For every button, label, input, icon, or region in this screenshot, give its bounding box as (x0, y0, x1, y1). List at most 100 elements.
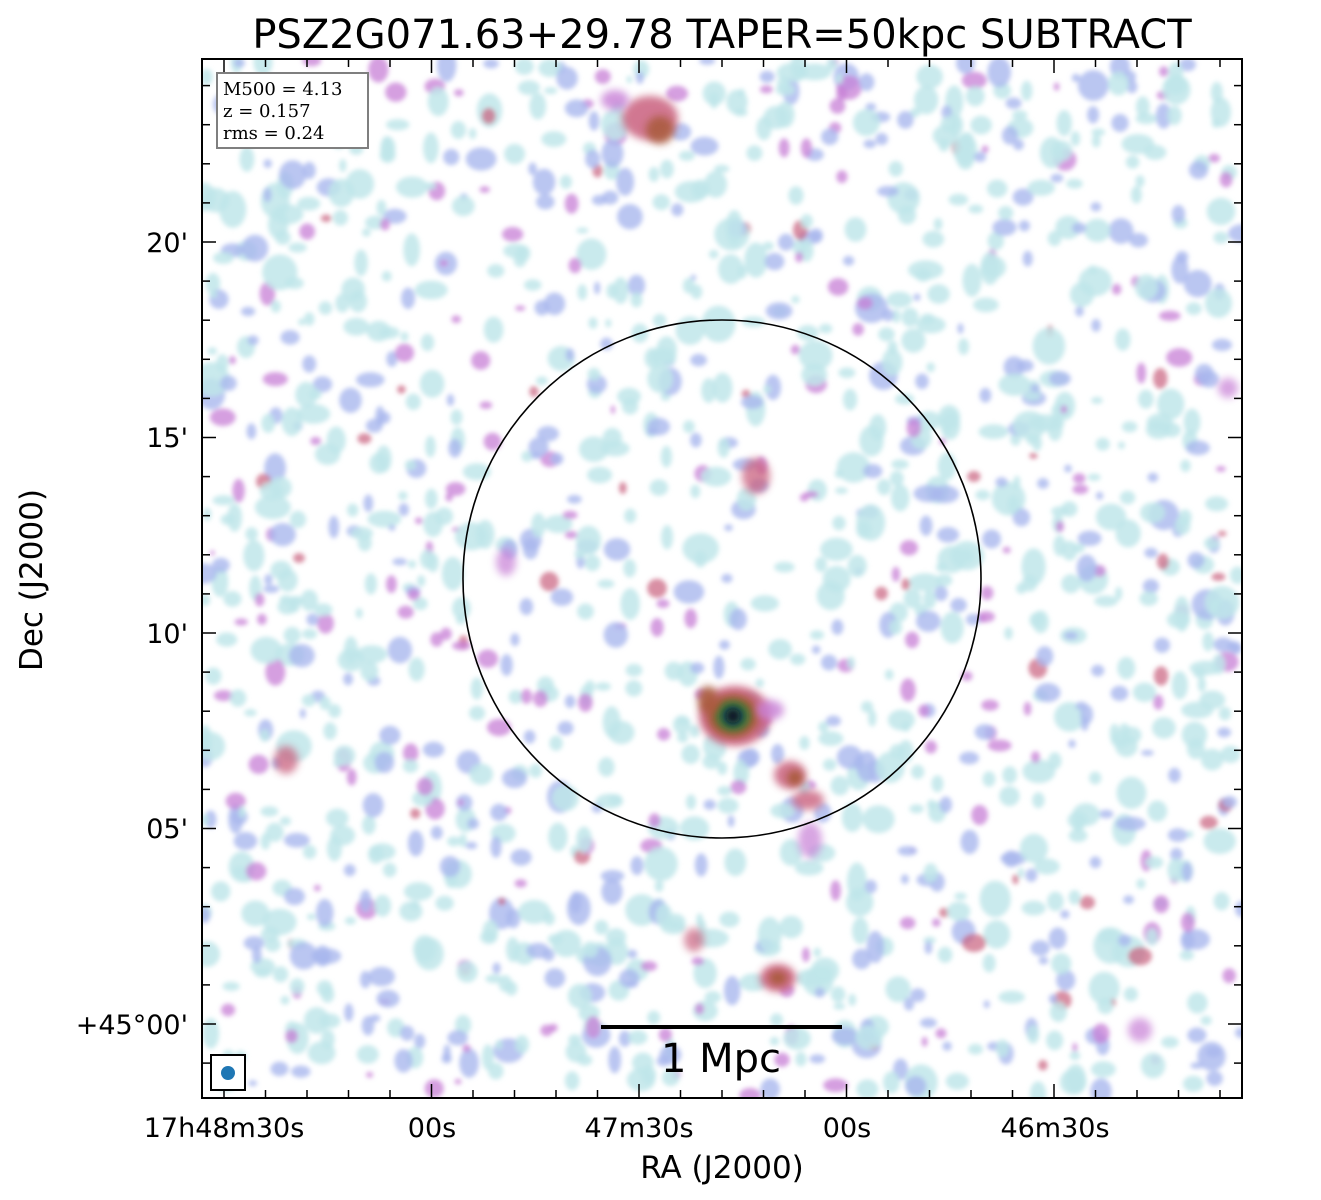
noise-blob (733, 759, 750, 786)
noise-blob (813, 802, 832, 823)
noise-blob (333, 757, 343, 768)
noise-blob (838, 367, 856, 379)
noise-blob (910, 764, 925, 780)
noise-blob (289, 978, 305, 995)
noise-blob (1089, 856, 1102, 869)
noise-blob (790, 344, 801, 355)
noise-blob (575, 525, 602, 555)
noise-blob (739, 1087, 761, 1098)
noise-blob (857, 296, 873, 310)
noise-blob (1153, 666, 1169, 686)
noise-blob (1179, 950, 1195, 961)
noise-blob (564, 694, 576, 709)
noise-blob (241, 234, 269, 262)
noise-blob (437, 59, 457, 82)
noise-blob (419, 369, 445, 398)
noise-blob (950, 541, 985, 571)
noise-blob (540, 1024, 553, 1037)
noise-blob (584, 680, 596, 694)
noise-blob (318, 301, 333, 315)
emission-sources (274, 90, 1238, 1042)
source-blob (742, 458, 770, 494)
noise-blob (1168, 767, 1181, 783)
noise-blob (1049, 1002, 1067, 1022)
noise-blob (1095, 437, 1110, 451)
noise-blob (288, 644, 315, 668)
noise-blob (600, 870, 625, 883)
noise-blob (289, 510, 307, 529)
noise-blob (367, 510, 402, 528)
noise-blob (717, 797, 739, 814)
noise-blob (998, 373, 1031, 396)
noise-blob (544, 515, 573, 533)
noise-blob (445, 482, 466, 496)
noise-blob (564, 1071, 580, 1091)
noise-blob (759, 70, 775, 83)
noise-blob (1205, 496, 1229, 512)
source-blob (646, 116, 674, 144)
noise-blob (1002, 546, 1011, 554)
noise-blob (800, 138, 813, 158)
noise-blob (542, 948, 555, 962)
noise-blob (1185, 302, 1202, 315)
noise-blob (536, 676, 555, 695)
noise-blob (999, 786, 1020, 807)
noise-blob (630, 856, 644, 876)
noise-blob (510, 633, 520, 647)
noise-blob (795, 251, 804, 263)
noise-blob (1051, 140, 1073, 161)
noise-blob (776, 62, 808, 83)
noise-blob (1051, 506, 1069, 517)
noise-blob (922, 230, 945, 248)
noise-blob (1050, 173, 1064, 183)
noise-blob (394, 343, 415, 363)
noise-blob (1117, 441, 1126, 450)
noise-blob (699, 59, 716, 65)
noise-blob (385, 82, 407, 102)
noise-blob (453, 89, 464, 97)
noise-blob (549, 735, 563, 751)
noise-blob (1140, 502, 1166, 523)
noise-blob (939, 796, 953, 813)
noise-blob (1200, 748, 1224, 771)
noise-blob (339, 159, 347, 172)
beam-indicator (210, 1054, 246, 1091)
noise-blob (362, 793, 384, 818)
noise-blob (332, 210, 348, 226)
noise-blob (504, 143, 526, 165)
noise-blob (1142, 579, 1159, 594)
noise-blob (211, 881, 231, 902)
noise-blob (770, 1013, 783, 1027)
noise-blob (388, 524, 396, 531)
noise-blob (1072, 1042, 1078, 1053)
noise-blob (601, 139, 624, 168)
noise-blob (995, 1039, 1010, 1058)
noise-blob (1091, 664, 1105, 677)
noise-blob (1066, 178, 1083, 189)
noise-blob (587, 466, 613, 484)
noise-blob (313, 884, 321, 892)
noise-blob (425, 488, 438, 509)
noise-blob (721, 573, 733, 584)
noise-blob (210, 550, 215, 556)
noise-blob (547, 934, 563, 945)
noise-blob (601, 878, 623, 905)
noise-blob (1111, 114, 1129, 132)
x-tick-label: 46m30s (1000, 1113, 1109, 1144)
noise-blob (383, 208, 407, 224)
noise-blob (1217, 727, 1232, 738)
noise-blob (1077, 70, 1109, 101)
noise-blob (652, 313, 667, 328)
noise-blob (456, 794, 473, 811)
noise-blob (285, 277, 304, 290)
noise-blob (769, 1036, 780, 1046)
noise-blob (830, 986, 846, 1003)
noise-blob (357, 433, 372, 444)
noise-blob (402, 759, 419, 773)
noise-blob (1025, 868, 1038, 882)
noise-blob (779, 915, 803, 939)
noise-blob (202, 941, 220, 967)
noise-blob (1166, 348, 1193, 367)
noise-blob (1218, 706, 1231, 721)
noise-blob (900, 678, 916, 702)
